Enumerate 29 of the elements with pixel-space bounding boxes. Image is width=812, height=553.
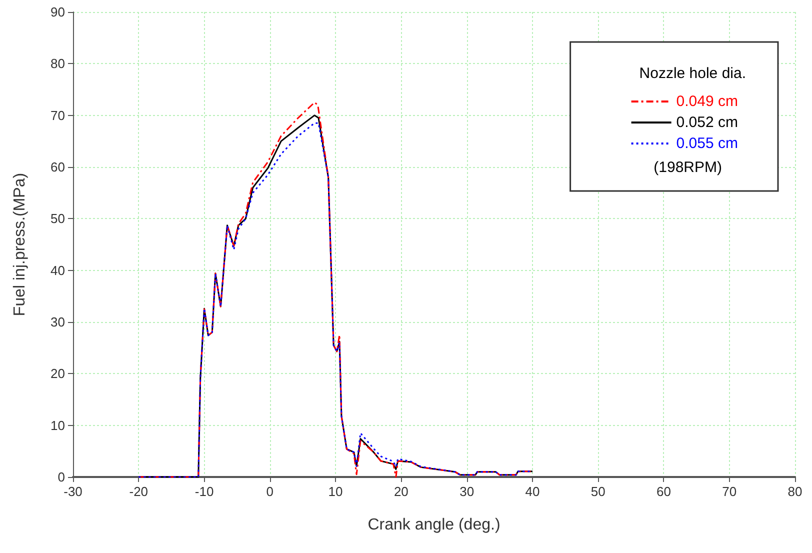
- legend-label: 0.055 cm: [676, 135, 738, 152]
- x-axis-title: Crank angle (deg.): [368, 516, 500, 534]
- y-tick-label: 70: [50, 108, 65, 123]
- x-tick-label: 10: [328, 484, 343, 499]
- y-tick-label: 50: [50, 211, 65, 226]
- y-tick-label: 90: [50, 4, 65, 20]
- x-tick-label: 0: [266, 484, 274, 499]
- legend-label: 0.052 cm: [676, 114, 738, 131]
- x-tick-label: 60: [656, 484, 671, 499]
- x-tick-label: 70: [722, 484, 737, 499]
- x-tick-label: -30: [64, 484, 82, 499]
- x-tick-label: 20: [394, 484, 408, 499]
- x-tick-label: 40: [525, 484, 540, 499]
- legend-title: Nozzle hole dia.: [639, 65, 746, 82]
- y-tick-label: 30: [50, 314, 65, 330]
- y-tick-label: 40: [50, 262, 65, 278]
- x-tick-label: 50: [590, 484, 606, 499]
- x-tick-label: -10: [194, 484, 214, 499]
- y-axis-title: Fuel inj.press.(MPa): [12, 172, 28, 316]
- legend-label: 0.049 cm: [676, 93, 738, 110]
- annotation: (198RPM): [654, 159, 722, 176]
- y-tick-label: 60: [50, 160, 65, 174]
- y-tick-label: 10: [50, 418, 65, 433]
- y-tick-label: 20: [50, 366, 65, 382]
- y-tick-label: 80: [50, 56, 65, 72]
- x-tick-label: 30: [460, 484, 474, 499]
- x-tick-label: -20: [129, 484, 148, 499]
- x-tick-label: 80: [788, 484, 802, 499]
- y-tick-label: 0: [58, 470, 65, 484]
